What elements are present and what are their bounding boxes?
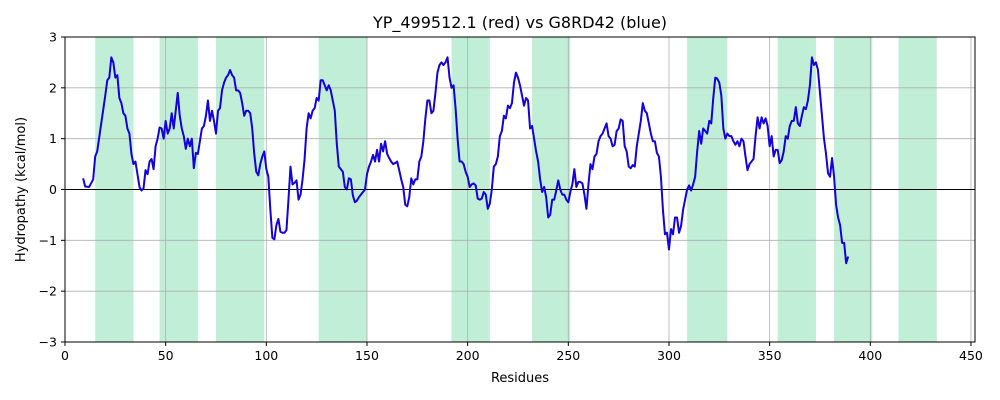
x-tick-label: 250 (556, 348, 580, 363)
x-tick-label: 350 (758, 348, 782, 363)
series-line (82, 56, 850, 265)
y-tick-label: −1 (39, 233, 57, 248)
x-axis-ticks: 0 50 100 150 200 250 300 350 400 450 (61, 342, 983, 363)
x-tick-label: 450 (959, 348, 983, 363)
x-tick-label: 200 (456, 348, 480, 363)
x-tick-label: 400 (858, 348, 882, 363)
chart-title: YP_499512.1 (red) vs G8RD42 (blue) (372, 13, 667, 33)
x-tick-label: 100 (254, 348, 278, 363)
x-tick-label: 300 (657, 348, 681, 363)
x-axis-label: Residues (491, 371, 549, 386)
y-tick-label: 0 (49, 182, 57, 197)
y-axis-ticks: −3 −2 −1 0 1 2 3 (39, 30, 65, 350)
x-tick-label: 150 (355, 348, 379, 363)
y-tick-label: −2 (39, 284, 57, 299)
y-axis-label: Hydropathy (kcal/mol) (14, 117, 29, 262)
y-tick-label: 2 (49, 80, 57, 95)
y-tick-label: 3 (49, 30, 57, 45)
y-tick-label: −3 (39, 335, 57, 350)
y-tick-label: 1 (49, 131, 57, 146)
x-tick-label: 0 (61, 348, 69, 363)
x-tick-label: 50 (158, 348, 174, 363)
